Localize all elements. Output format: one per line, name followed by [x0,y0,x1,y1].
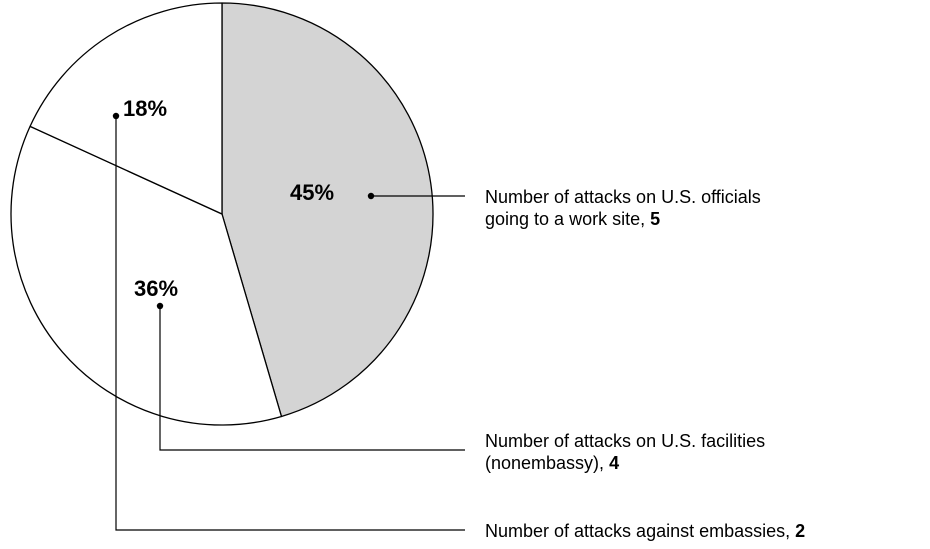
percent-label-work-site: 45% [290,180,334,205]
legend-text-embassies-line-1: Number of attacks against embassies, 2 [485,521,805,541]
labels-layer: 45% Number of attacks on U.S. officialsgo… [123,96,805,541]
leader-line-embassies [115,116,465,531]
pie-slice-work-site [221,2,434,418]
leader-dot-work-site [367,192,375,200]
pie-slice-embassies [29,2,223,215]
legend-value-facilities: 4 [609,453,619,473]
legend-value-embassies: 2 [795,521,805,541]
legend-text-work-site-line-1: Number of attacks on U.S. officials [485,187,761,207]
percent-label-facilities: 36% [134,276,178,301]
legend-text-facilities-line-1: Number of attacks on U.S. facilities [485,431,765,451]
legend-text-facilities-line-2: (nonembassy), 4 [485,453,619,473]
slices-layer [10,2,434,426]
legend-text-work-site-line-2: going to a work site, 5 [485,209,660,229]
leader-dot-facilities [156,302,164,310]
pie-slice-facilities [10,125,283,426]
leader-lines-layer [112,112,465,531]
leader-dot-embassies [112,112,120,120]
percent-label-embassies: 18% [123,96,167,121]
leader-line-facilities [159,306,465,451]
legend-value-work-site: 5 [650,209,660,229]
